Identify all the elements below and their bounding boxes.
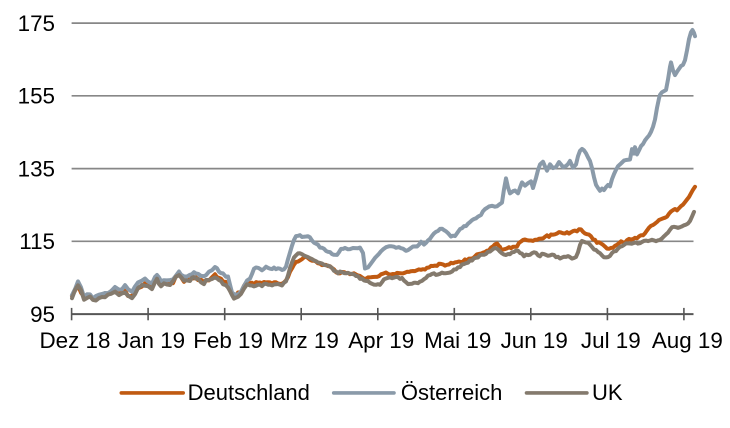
svg-text:Aug 19: Aug 19 (652, 328, 723, 353)
svg-text:Österreich: Österreich (401, 380, 502, 405)
svg-text:Apr 19: Apr 19 (348, 328, 414, 353)
svg-text:Jan 19: Jan 19 (118, 328, 185, 353)
svg-text:175: 175 (18, 11, 55, 36)
svg-text:135: 135 (18, 156, 55, 181)
svg-text:Mrz 19: Mrz 19 (270, 328, 338, 353)
svg-text:UK: UK (592, 380, 623, 405)
svg-text:Deutschland: Deutschland (188, 380, 310, 405)
svg-text:Feb 19: Feb 19 (193, 328, 263, 353)
svg-text:Jul 19: Jul 19 (581, 328, 641, 353)
svg-text:95: 95 (30, 302, 55, 327)
svg-text:Dez 18: Dez 18 (40, 328, 111, 353)
svg-text:155: 155 (18, 84, 55, 109)
svg-text:115: 115 (19, 229, 55, 254)
svg-text:Mai 19: Mai 19 (424, 328, 491, 353)
svg-text:Jun 19: Jun 19 (501, 328, 568, 353)
